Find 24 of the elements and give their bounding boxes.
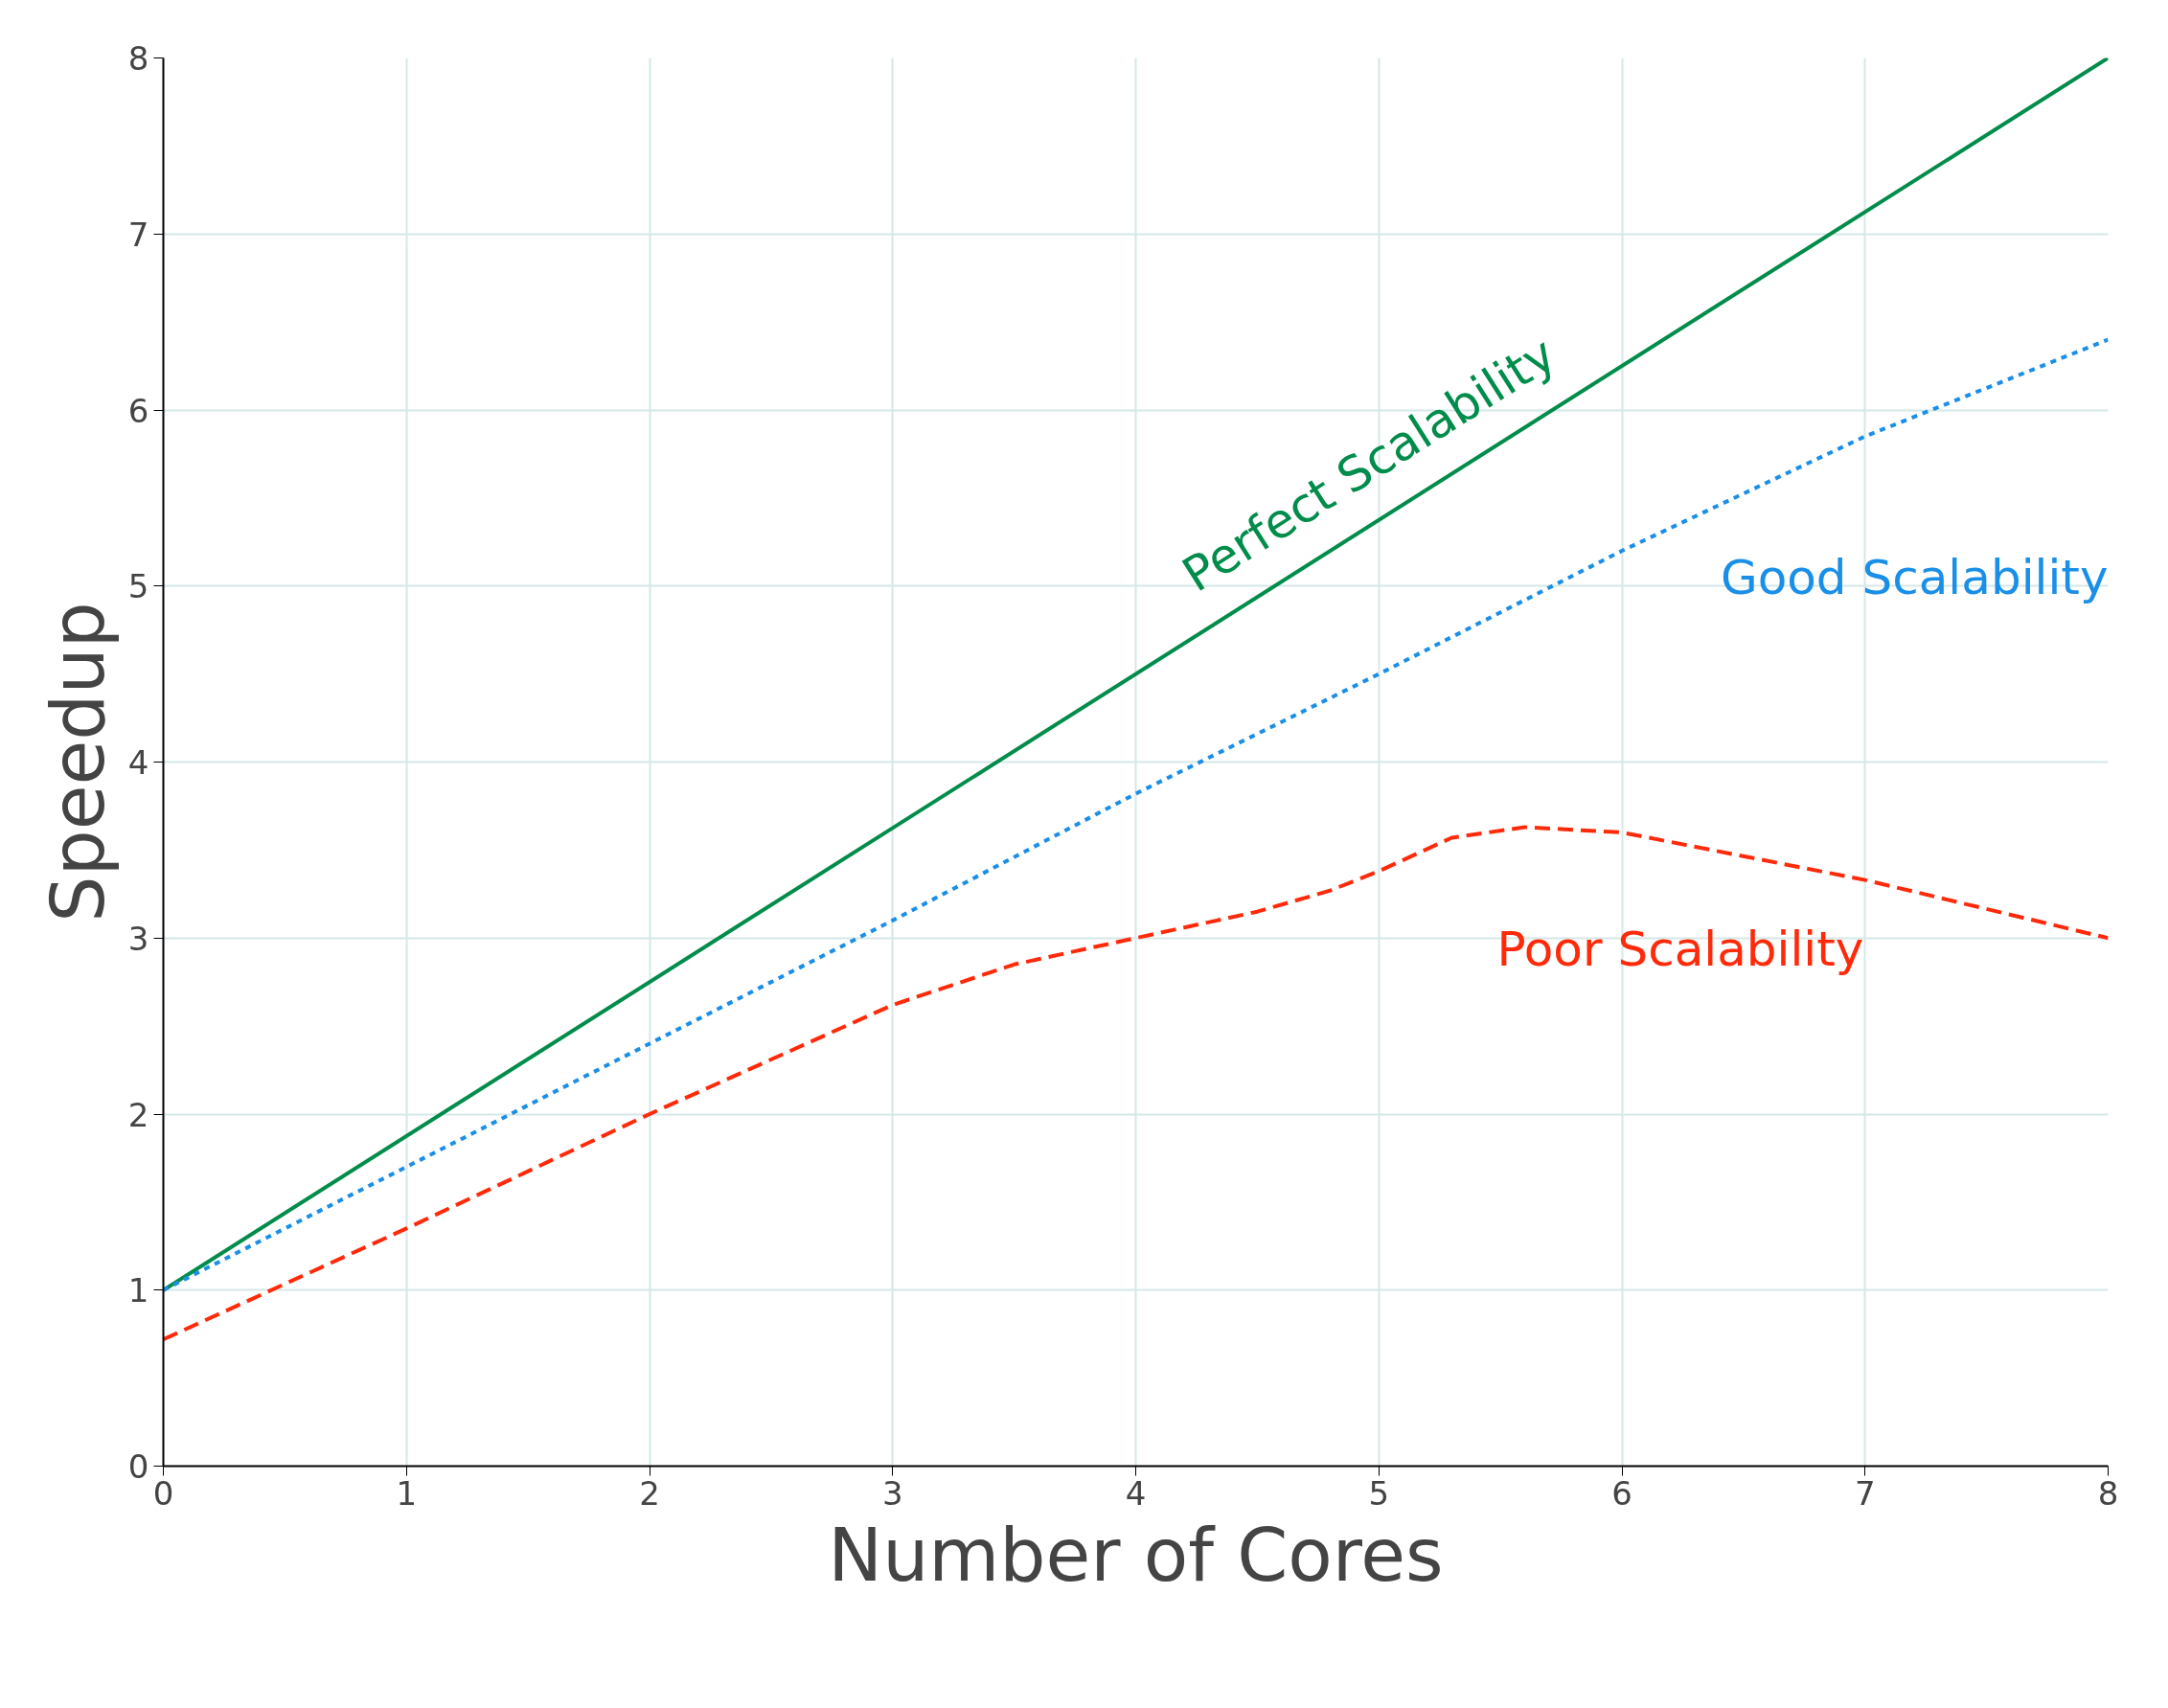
x-tick-label: 8 (2097, 1473, 2119, 1513)
x-tick-label: 0 (152, 1473, 174, 1513)
series-label: Poor Scalability (1496, 922, 1864, 978)
y-tick-label: 3 (127, 919, 149, 958)
y-tick-label: 5 (127, 567, 149, 606)
y-tick-label: 0 (127, 1447, 149, 1486)
x-tick-label: 3 (881, 1473, 903, 1513)
line-series (163, 337, 2109, 1292)
x-tick-label: 5 (1368, 1473, 1390, 1513)
x-tick-label: 6 (1611, 1473, 1632, 1513)
y-tick-label: 2 (127, 1095, 149, 1134)
x-tick-label: 1 (396, 1473, 418, 1513)
y-tick-label: 6 (127, 391, 149, 430)
y-tick-label: 7 (127, 215, 149, 254)
y-tick-label: 4 (127, 743, 149, 782)
x-tick-label: 4 (1125, 1473, 1147, 1513)
line-series (163, 825, 2109, 1342)
y-tick-label: 8 (127, 39, 149, 78)
x-tick-label: 7 (1854, 1473, 1876, 1513)
y-axis-title: Speedup (34, 602, 121, 922)
x-axis-title: Number of Cores (828, 1512, 1444, 1598)
series-label: Good Scalability (1720, 549, 2109, 605)
y-tick-label: 1 (127, 1271, 149, 1310)
x-tick-label: 2 (639, 1473, 660, 1513)
